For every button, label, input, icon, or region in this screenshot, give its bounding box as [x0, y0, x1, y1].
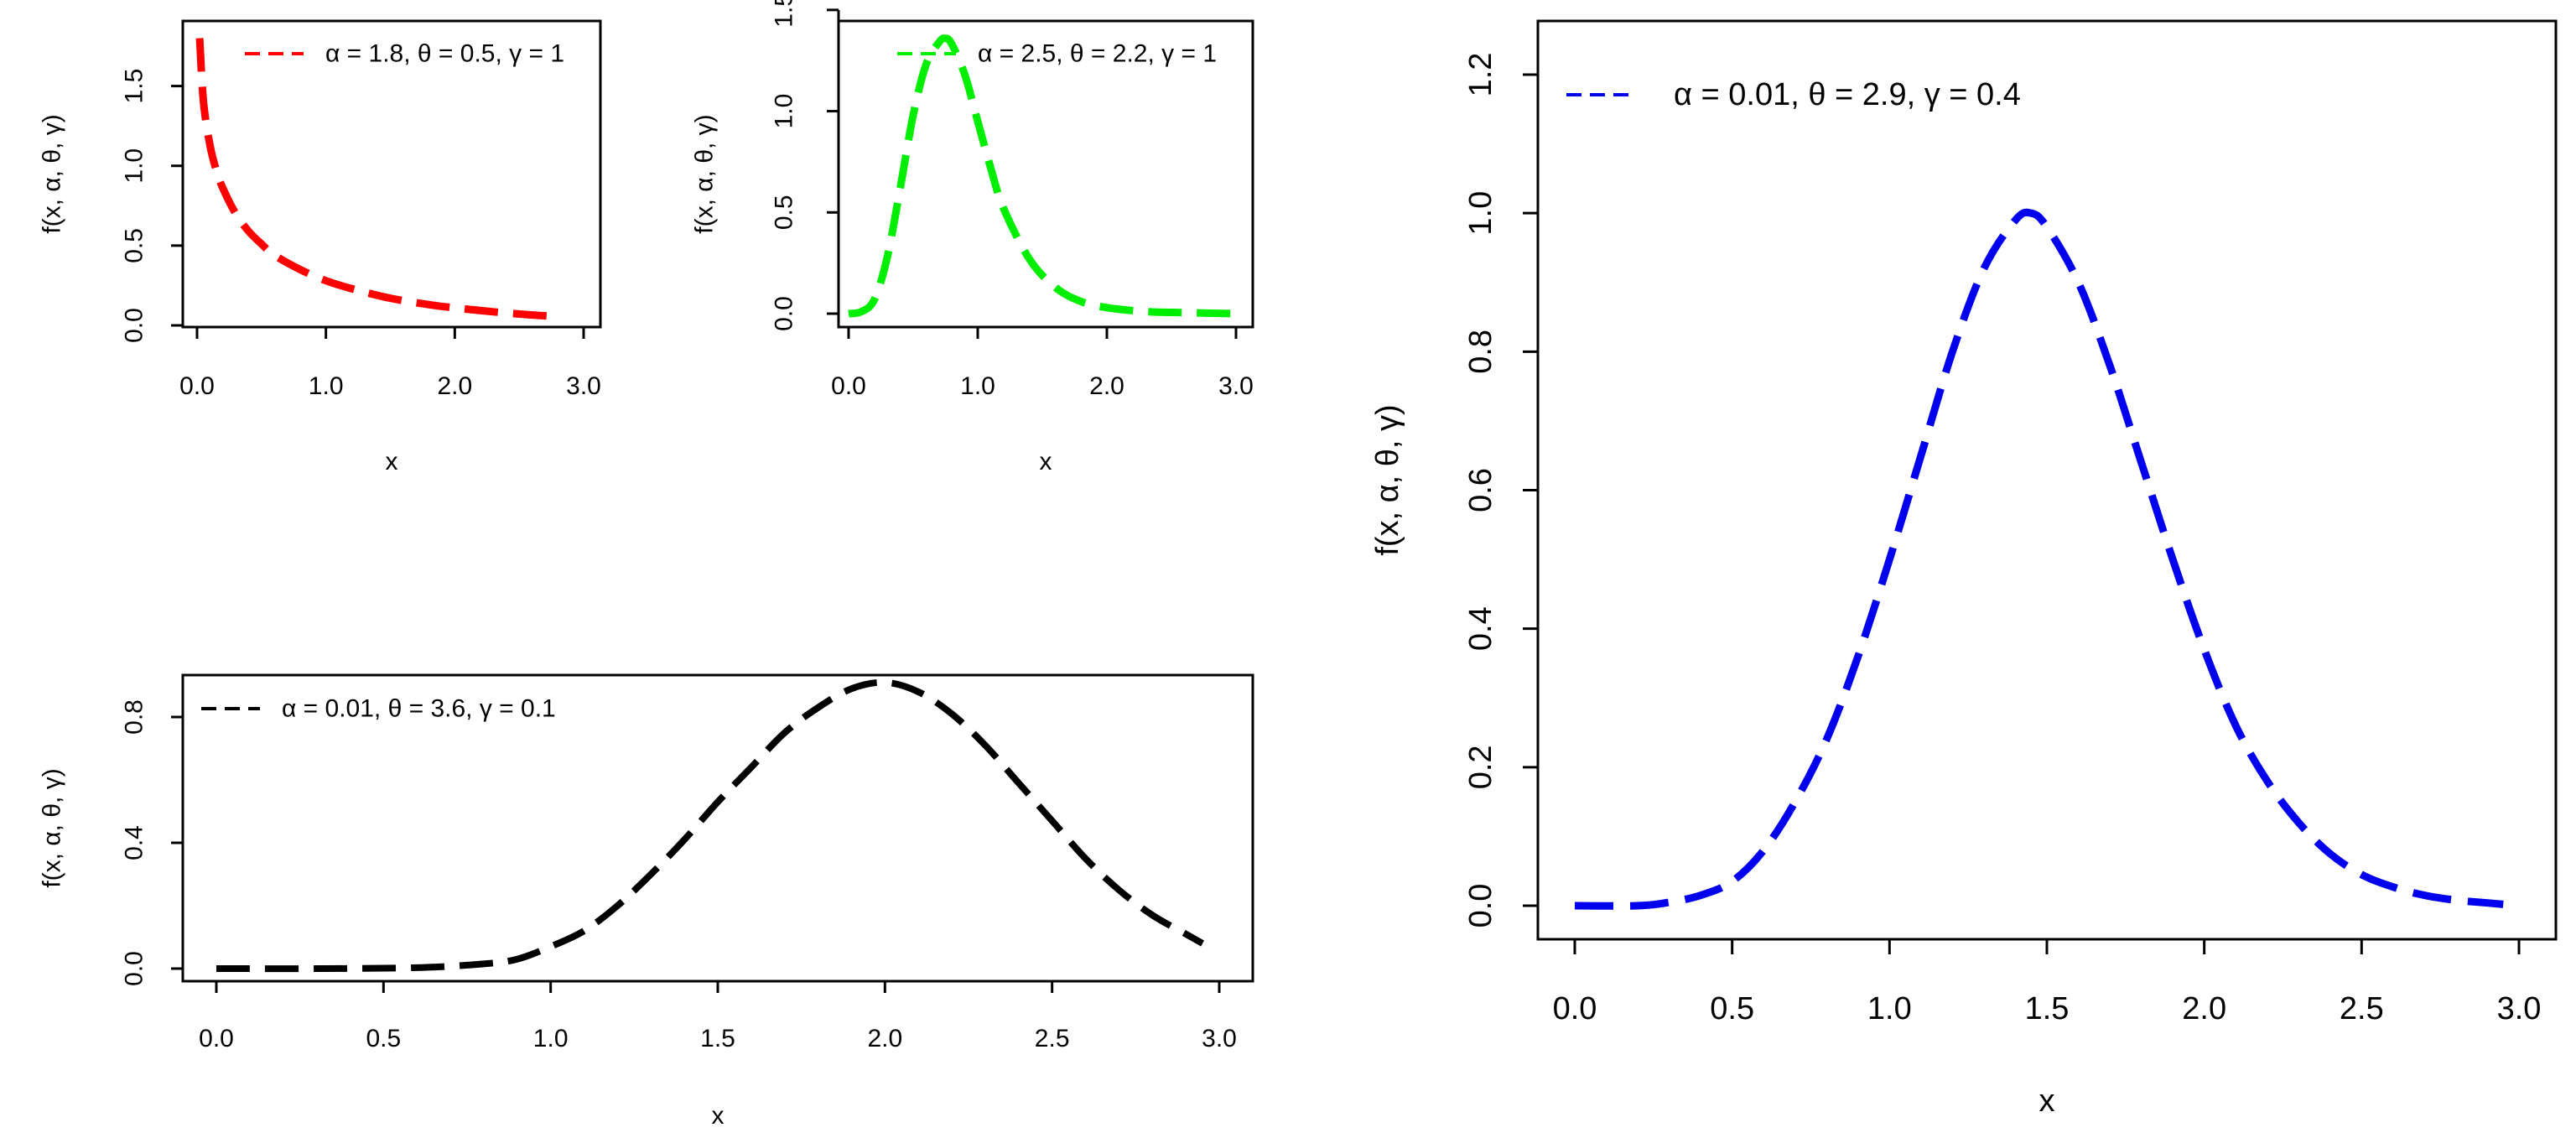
y-tick-label: 1.0 [121, 148, 148, 184]
x-tick-label: 2.0 [437, 372, 472, 400]
legend-label: α = 0.01, θ = 3.6, γ = 0.1 [282, 695, 556, 723]
y-axis-label: f(x, α, θ, γ) [39, 768, 66, 887]
x-tick-label: 2.5 [1035, 1025, 1070, 1052]
x-tick-label: 3.0 [1218, 372, 1254, 400]
series-line [1574, 208, 2504, 910]
x-tick-label: 1.0 [960, 372, 995, 400]
y-tick-label: 0.5 [121, 228, 148, 263]
y-tick-label: 0.8 [1463, 330, 1498, 374]
plot-frame [1536, 19, 2558, 941]
y-tick-label: 0.4 [121, 825, 148, 860]
series-line [195, 38, 558, 321]
x-tick-label: 1.5 [2025, 991, 2070, 1026]
x-tick-label: 1.5 [700, 1025, 735, 1052]
legend: α = 1.8, θ = 0.5, γ = 1 [245, 40, 564, 68]
legend: α = 2.5, θ = 2.2, γ = 1 [897, 40, 1217, 68]
series-line [216, 678, 1205, 973]
y-tick-label: 0.0 [121, 308, 148, 343]
x-tick-label: 0.0 [199, 1025, 234, 1052]
x-tick-label: 3.0 [1202, 1025, 1237, 1052]
y-tick-label: 1.0 [771, 94, 798, 129]
x-tick-label: 2.5 [2340, 991, 2384, 1026]
y-axis-label: f(x, α, θ, γ) [691, 114, 719, 233]
y-tick-label: 1.5 [771, 0, 798, 28]
chart-p3: 0.0 0.5 1.0 1.5 2.0 2.5 3.0 0.0 0.4 0.8 x f(x, α, θ… [39, 673, 1254, 1130]
legend: α = 0.01, θ = 2.9, γ = 0.4 [1566, 77, 2021, 112]
y-tick-label: 1.2 [1463, 53, 1498, 97]
x-tick-label: 2.0 [1089, 372, 1124, 400]
chart-p1: 0.0 1.0 2.0 3.0 0.0 0.5 1.0 1.5 x f(x, α, θ, γ) α … [39, 19, 602, 475]
chart-p2: 0.0 1.0 2.0 3.0 0.0 0.5 1.0 1.5 x f(x, α, θ, γ) α … [691, 0, 1254, 475]
y-tick-label: 0.8 [121, 699, 148, 735]
x-tick-label: 0.5 [1710, 991, 1754, 1026]
x-tick-label: 3.0 [566, 372, 601, 400]
x-tick-label: 1.0 [1867, 991, 1912, 1026]
x-tick-label: 2.0 [867, 1025, 902, 1052]
x-tick-label: 1.0 [533, 1025, 569, 1052]
y-axis-label: f(x, α, θ, γ) [1370, 404, 1405, 555]
x-tick-label: 0.0 [831, 372, 866, 400]
y-tick-label: 1.0 [1463, 191, 1498, 236]
x-tick-label: 3.0 [2497, 991, 2542, 1026]
legend: α = 0.01, θ = 3.6, γ = 0.1 [201, 695, 556, 723]
x-tick-label: 0.5 [366, 1025, 401, 1052]
x-tick-label: 0.0 [179, 372, 215, 400]
y-tick-label: 0.0 [1463, 884, 1498, 928]
x-tick-label: 0.0 [1553, 991, 1597, 1026]
x-axis-label: x [2039, 1083, 2055, 1119]
x-axis-label: x [712, 1102, 724, 1130]
x-tick-label: 2.0 [2182, 991, 2226, 1026]
x-axis-label: x [386, 448, 398, 475]
legend-label: α = 2.5, θ = 2.2, γ = 1 [978, 40, 1217, 68]
y-tick-label: 0.4 [1463, 606, 1498, 651]
y-tick-label: 0.0 [771, 296, 798, 331]
y-tick-label: 0.5 [771, 195, 798, 230]
x-tick-label: 1.0 [309, 372, 344, 400]
chart-p4: 0.0 0.5 1.0 1.5 2.0 2.5 3.0 0.0 0.2 0.4 0.6 0.8 1.0 1… [1370, 19, 2558, 1119]
x-axis-label: x [1040, 448, 1052, 475]
y-tick-label: 0.2 [1463, 745, 1498, 789]
y-tick-label: 0.6 [1463, 468, 1498, 512]
legend-label: α = 0.01, θ = 2.9, γ = 0.4 [1674, 77, 2021, 112]
y-axis-label: f(x, α, θ, γ) [39, 114, 66, 233]
y-tick-label: 0.0 [121, 951, 148, 986]
series-line [848, 34, 1237, 318]
y-tick-label: 1.5 [121, 69, 148, 104]
legend-label: α = 1.8, θ = 0.5, γ = 1 [325, 40, 564, 68]
